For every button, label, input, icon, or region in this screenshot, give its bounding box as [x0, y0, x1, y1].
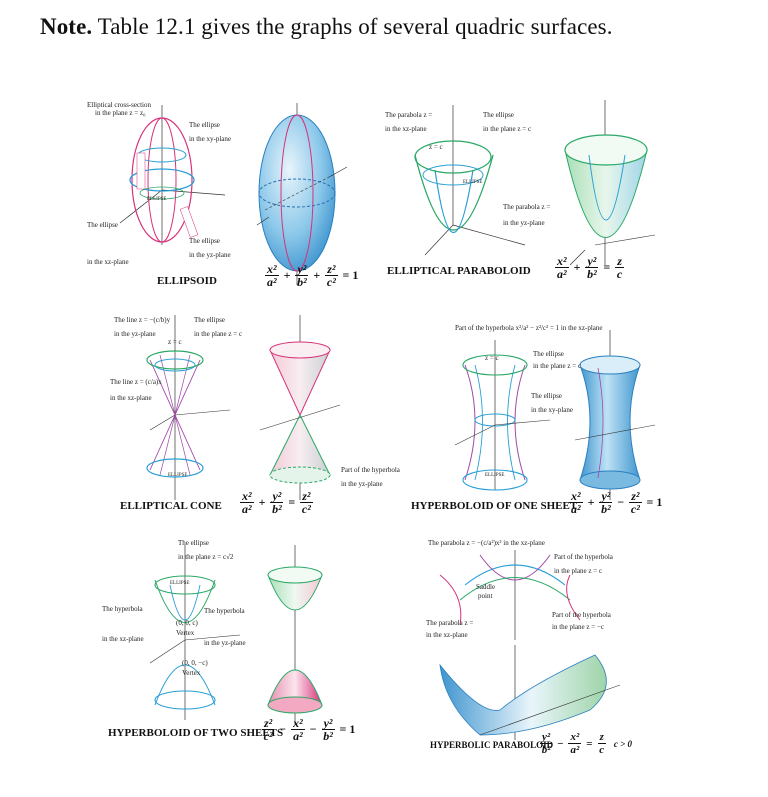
cone-tag-zc: z = c — [168, 338, 182, 346]
hyp2-label-ell2: in the plane z = c√2 — [178, 553, 234, 561]
ellipsoid-diagram — [119, 103, 348, 285]
paraboloid-title: ELLIPTICAL PARABOLOID — [387, 265, 531, 277]
ellipsoid-title: ELLIPSOID — [157, 275, 217, 287]
hyp2-label-v2: (0, 0, −c) — [182, 659, 208, 667]
cone-label-line3: The line z = (c/a)x — [110, 378, 162, 386]
cone-label-line1: The line z = −(c/b)y — [114, 316, 171, 324]
ellipsoid-equation: x² a² + y² b² + z² c² = 1 — [265, 262, 359, 289]
hyp1-label-ell3: The ellipse — [531, 392, 562, 400]
hpar-label-par1: The parabola z = — [426, 619, 474, 627]
panel-ellipsoid: Elliptical cross-section in the plane z … — [85, 95, 375, 295]
hyp1-label-ell4: in the xy-plane — [531, 406, 573, 414]
hyp1-label-bot1: Part of the hyperbola — [341, 466, 400, 474]
ellipsoid-label-xz2: in the xz-plane — [87, 258, 129, 266]
ellipsoid-tag-ellipse: ELLIPSE — [147, 197, 167, 202]
ellipsoid-label-xy: The ellipse — [189, 121, 220, 129]
paraboloid-tag-zc: z = c — [429, 143, 443, 151]
hyp1-title: HYPERBOLOID OF ONE SHEET — [411, 500, 578, 512]
hyp1-tag-ellipse: ELLIPSE — [485, 473, 505, 478]
elliptical-paraboloid-diagram — [414, 100, 656, 266]
paraboloid-label-ell2: in the plane z = c — [483, 125, 532, 133]
paraboloid-label-ell1: The ellipse — [483, 111, 514, 119]
hyp2-label-hyp3: The hyperbola — [204, 607, 245, 615]
hpar-title: HYPERBOLIC PARABOLOID — [430, 740, 554, 750]
hyp1-label-top: Part of the hyperbola x²/a² − z²/c² = 1 … — [455, 324, 603, 332]
hpar-label-saddle2: point — [478, 592, 493, 600]
panel-hyperboloid-two-sheets: The ellipse in the plane z = c√2 The hyp… — [100, 535, 370, 750]
cone-title: ELLIPTICAL CONE — [120, 500, 222, 512]
hyp2-label-hyp1: The hyperbola — [102, 605, 143, 613]
hyp2-label-hyp4: in the yz-plane — [204, 639, 246, 647]
cone-label-line4: in the xz-plane — [110, 394, 152, 402]
paraboloid-label-par1: The parabola z = — [385, 111, 433, 119]
hyp2-title: HYPERBOLOID OF TWO SHEETS — [108, 727, 284, 739]
cone-label-line2: in the yz-plane — [114, 330, 156, 338]
note-sentence: Note. Table 12.1 gives the graphs of sev… — [40, 14, 613, 40]
hpar-condition: c > 0 — [613, 738, 632, 749]
note-label: Note. — [40, 14, 93, 39]
hyp1-label-ell2: in the plane z = c — [533, 362, 582, 370]
hpar-label-par2: in the xz-plane — [426, 631, 468, 639]
ellipsoid-label-xy2: in the xy-plane — [189, 135, 231, 143]
paraboloid-label-par2: in the xz-plane — [385, 125, 427, 133]
hyp1-tag-zc: z = c — [485, 354, 499, 362]
hyp1-label-bot2: in the yz-plane — [341, 480, 383, 488]
hyp2-tag-ellipse: ELLIPSE — [170, 581, 190, 586]
elliptical-cone-diagram — [146, 315, 341, 500]
paraboloid-label-par3: The parabola z = — [503, 203, 551, 211]
ellipsoid-label-yz2: in the yz-plane — [189, 251, 231, 259]
hpar-label-right2: in the plane z = c — [554, 567, 603, 575]
cone-tag-ellipse: ELLIPSE — [168, 473, 188, 478]
hyperbolic-paraboloid-diagram — [439, 550, 621, 740]
hyperboloid-two-sheets-diagram — [149, 545, 323, 725]
cone-label-ell2: in the plane z = c — [194, 330, 243, 338]
cone-label-ell1: The ellipse — [194, 316, 225, 324]
hyperboloid-one-sheet-diagram — [454, 330, 656, 500]
panel-elliptical-paraboloid: The parabola z = in the xz-plane The ell… — [385, 95, 665, 295]
paraboloid-tag-ellipse: ELLIPSE — [463, 180, 483, 185]
ellipsoid-label-yz: The ellipse — [189, 237, 220, 245]
hpar-label-rb1: Part of the hyperbola — [552, 611, 611, 619]
ellipsoid-label-cross: Elliptical cross-section — [87, 101, 151, 109]
hyp2-equation: z² c² − x² a² − y² b² = 1 — [262, 716, 356, 743]
hpar-label-right1: Part of the hyperbola — [554, 553, 613, 561]
hyp2-label-v1b: Vertex — [176, 629, 195, 637]
ellipsoid-label-xz: The ellipse — [87, 221, 118, 229]
hyp1-equation: x² a² + y² b² − z² c² = 1 — [569, 489, 663, 516]
ellipsoid-label-cross2: in the plane z = z₀ — [95, 109, 146, 117]
note-text: Table 12.1 gives the graphs of several q… — [97, 14, 613, 39]
hpar-label-saddle1: Saddle — [476, 583, 496, 591]
hyp1-label-ell1: The ellipse — [533, 350, 564, 358]
hyp2-label-v2b: Vertex — [182, 669, 201, 677]
cone-equation: x² a² + y² b² = z² c² — [240, 489, 313, 516]
hyp2-label-v1: (0, 0, c) — [176, 619, 198, 627]
hyp2-label-hyp2: in the xz-plane — [102, 635, 144, 643]
hpar-label-rb2: in the plane z = −c — [552, 623, 605, 631]
panel-elliptical-cone: The line z = −(c/b)y in the yz-plane The… — [110, 310, 370, 520]
paraboloid-label-par4: in the yz-plane — [503, 219, 545, 227]
panel-hyperboloid-one-sheet: Part of the hyperbola x²/a² − z²/c² = 1 … — [335, 320, 665, 525]
hyp2-label-ell1: The ellipse — [178, 539, 209, 547]
panel-hyperbolic-paraboloid: The parabola z = −(c/a²)x² in the xz-pla… — [420, 535, 660, 756]
hpar-label-top: The parabola z = −(c/a²)x² in the xz-pla… — [428, 539, 545, 547]
